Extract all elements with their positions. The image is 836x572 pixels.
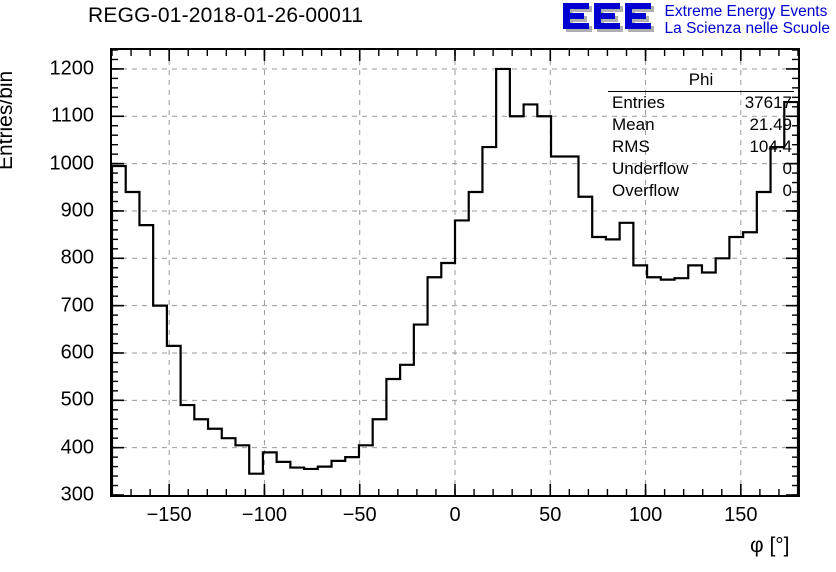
x-tick-label: −50	[342, 504, 377, 526]
y-tick-label: 400	[60, 436, 94, 459]
eee-tagline-line2: La Scienza nelle Scuole	[664, 20, 830, 38]
grid-lines	[112, 50, 798, 495]
x-tick-label: −100	[241, 504, 287, 526]
x-tick-label: 100	[628, 504, 663, 526]
histogram-curve	[112, 67, 798, 495]
x-axis-title: φ [°]	[750, 534, 790, 557]
eee-logo-tagline: Extreme Energy Events La Scienza nelle S…	[665, 2, 830, 38]
x-tick-label: 0	[449, 504, 461, 526]
axis-ticks	[112, 50, 798, 495]
y-tick-label: 1000	[49, 152, 95, 175]
y-tick-label: 1100	[50, 104, 94, 127]
y-tick-label: 300	[60, 483, 94, 506]
x-tick-label: 150	[724, 504, 758, 526]
y-tick-label: 700	[60, 294, 94, 317]
y-tick-label: 900	[60, 199, 94, 222]
eee-tagline-line1: Extreme Energy Events	[664, 3, 828, 20]
plot-area	[110, 48, 800, 497]
x-tick-label: −150	[146, 504, 192, 526]
eee-logo-mark	[561, 2, 657, 36]
y-tick-label: 500	[60, 388, 94, 411]
x-tick-label: 50	[539, 504, 562, 526]
page-title: REGG-01-2018-01-26-00011	[88, 4, 364, 27]
y-tick-label: 600	[60, 341, 94, 364]
y-tick-label: 1200	[49, 57, 95, 80]
eee-logo: Extreme Energy Events La Scienza nelle S…	[561, 2, 830, 38]
y-tick-label: 800	[60, 246, 94, 269]
